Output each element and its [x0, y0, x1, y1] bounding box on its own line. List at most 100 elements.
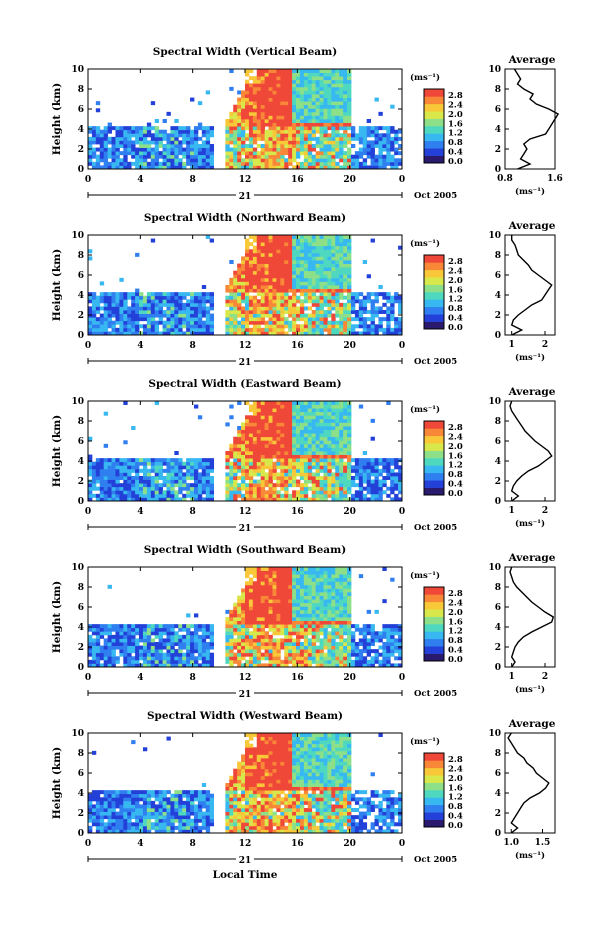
heatmap-cell — [190, 129, 195, 134]
heatmap-cell — [296, 443, 301, 448]
heatmap-cell — [347, 260, 352, 264]
heatmap-cell — [201, 645, 207, 650]
heatmap-cell — [276, 277, 281, 282]
heatmap-cell — [142, 327, 148, 332]
heatmap-cell — [288, 144, 293, 148]
heatmap-cell — [307, 292, 313, 297]
heatmap-cell — [229, 288, 234, 293]
heatmap-cell — [201, 631, 207, 636]
heatmap-cell — [386, 161, 391, 166]
heatmap-cell — [119, 465, 124, 470]
heatmap-cell — [311, 144, 317, 148]
heatmap-cell — [256, 433, 262, 438]
heatmap-cell — [248, 327, 254, 332]
heatmap-cell — [205, 486, 211, 491]
heatmap-cell — [311, 302, 317, 307]
heatmap-cell — [299, 260, 305, 264]
heatmap-cell — [260, 595, 266, 600]
heatmap-cell — [335, 479, 340, 484]
heatmap-cell — [91, 631, 97, 636]
heatmap-cell — [311, 497, 317, 502]
heatmap-cell — [260, 404, 266, 409]
colorbar-tick-label: 0.4 — [448, 148, 463, 158]
heatmap-cell — [229, 277, 234, 282]
heatmap-cell — [347, 140, 352, 145]
heatmap-cell — [252, 79, 258, 84]
heatmap-cell — [127, 624, 132, 629]
y-tick-label: 6 — [78, 271, 84, 281]
heatmap-cell — [123, 154, 128, 159]
heatmap-cell — [264, 624, 269, 629]
heatmap-cell — [268, 72, 273, 77]
heatmap-cell — [272, 581, 277, 586]
heatmap-cell — [307, 119, 313, 123]
heatmap-cell — [323, 263, 328, 268]
heatmap-cell — [99, 165, 105, 170]
heatmap-cell — [288, 270, 293, 275]
heatmap-cell — [296, 447, 301, 452]
heatmap-cell — [386, 158, 391, 163]
heatmap-cell — [166, 324, 171, 329]
heatmap-cell — [307, 126, 313, 131]
heatmap-cell — [91, 310, 97, 314]
heatmap-cell — [182, 493, 187, 498]
heatmap-cell — [264, 331, 269, 336]
heatmap-cell — [284, 277, 289, 282]
heatmap-cell — [264, 617, 269, 621]
heatmap-cell — [237, 426, 242, 430]
heatmap-cell — [288, 447, 293, 452]
heatmap-cell — [272, 497, 277, 502]
heatmap-cell — [127, 144, 132, 148]
colorbar-tick-label: 0.0 — [448, 489, 463, 499]
heatmap-cell — [394, 158, 399, 163]
heatmap-cell — [91, 154, 97, 159]
x-tick-label: 12 — [239, 507, 252, 517]
heatmap-cell — [319, 101, 324, 106]
heatmap-cell — [370, 292, 375, 297]
heatmap-cell — [229, 327, 234, 332]
heatmap-cell — [182, 129, 187, 134]
heatmap-cell — [288, 429, 293, 434]
heatmap-cell — [229, 285, 234, 289]
heatmap-cell — [292, 270, 297, 275]
heatmap-cell — [343, 451, 348, 455]
heatmap-cell — [166, 645, 171, 650]
heatmap-cell — [370, 486, 375, 491]
heatmap-cell — [248, 90, 254, 95]
heatmap-cell — [299, 122, 305, 127]
heatmap-cell — [299, 90, 305, 95]
heatmap-cell — [268, 652, 273, 657]
heatmap-cell — [256, 97, 262, 102]
heatmap-cell — [370, 140, 375, 145]
heatmap-cell — [197, 627, 203, 632]
heatmap-cell — [276, 331, 281, 336]
heatmap-cell — [284, 584, 289, 589]
heatmap-cell — [115, 292, 120, 297]
heatmap-cell — [182, 479, 187, 484]
heatmap-cell — [95, 476, 101, 480]
heatmap-cell — [95, 295, 101, 300]
heatmap-cell — [296, 97, 301, 102]
heatmap-cell — [248, 599, 254, 604]
heatmap-cell — [256, 101, 262, 106]
heatmap-cell — [150, 479, 156, 484]
heatmap-cell — [225, 627, 230, 632]
heatmap-cell — [107, 465, 112, 470]
heatmap-cell — [335, 408, 340, 413]
heatmap-cell — [276, 465, 281, 470]
heatmap-cell — [174, 129, 179, 134]
heatmap-cell — [307, 136, 313, 141]
heatmap-cell — [311, 486, 317, 491]
heatmap-cell — [174, 631, 179, 636]
heatmap-cell — [241, 599, 246, 604]
heatmap-cell — [264, 426, 269, 430]
heatmap-cell — [398, 306, 403, 311]
heatmap-cell — [197, 306, 203, 311]
heatmap-cell — [237, 122, 242, 127]
heatmap-cell — [174, 119, 179, 123]
heatmap-cell — [284, 129, 289, 134]
heatmap-cell — [268, 310, 273, 314]
heatmap-cell — [296, 252, 301, 257]
heatmap-cell — [233, 465, 238, 470]
heatmap-cell — [107, 165, 112, 170]
